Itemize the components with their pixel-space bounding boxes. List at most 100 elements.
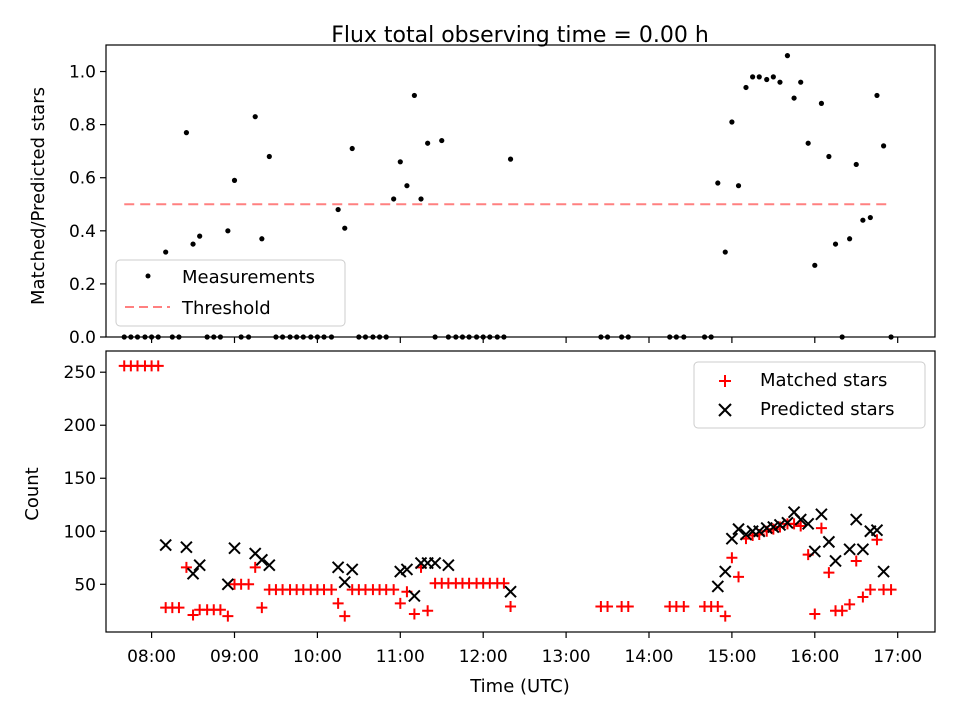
measurement-point — [155, 334, 161, 340]
count-points — [118, 360, 897, 622]
measurement-point — [287, 334, 293, 340]
measurement-point — [701, 334, 708, 340]
measurement-point — [362, 334, 369, 340]
measurement-point — [764, 76, 770, 83]
measurement-point — [300, 334, 306, 340]
matched-star-point — [332, 597, 344, 609]
top-y-tick-label: 0.2 — [69, 275, 96, 295]
predicted-star-point — [193, 558, 206, 572]
measurement-point — [142, 334, 148, 340]
matched-star-point — [885, 584, 897, 596]
matched-star-point — [180, 561, 192, 573]
bottom-x-tick-label: 08:00 — [127, 647, 176, 667]
bottom-x-tick-label: 11:00 — [376, 647, 425, 667]
measurement-point — [328, 334, 335, 340]
measurement-point — [494, 334, 500, 340]
legend-threshold-label: Threshold — [181, 298, 271, 319]
predicted-star-point — [442, 558, 455, 572]
top-y-ticks: 0.0 0.2 0.4 0.6 0.8 1.0 — [69, 63, 106, 348]
bottom-y-tick-label: 250 — [64, 363, 96, 383]
bottom-x-tick-label: 12:00 — [459, 647, 508, 667]
predicted-star-point — [504, 585, 517, 598]
predicted-star-point — [331, 561, 345, 574]
predicted-star-point — [767, 520, 780, 534]
measurement-point — [259, 236, 265, 242]
measurement-point — [204, 334, 210, 340]
predicted-star-point — [394, 565, 407, 578]
measurement-point — [598, 334, 604, 340]
matched-star-point — [864, 584, 876, 596]
measurement-point — [798, 79, 804, 85]
measurement-point — [342, 225, 348, 231]
measurement-point — [321, 334, 327, 340]
predicted-star-point — [159, 538, 172, 552]
measurement-point — [128, 334, 134, 340]
measurement-point — [681, 334, 687, 340]
matched-star-point — [733, 571, 745, 583]
bottom-x-tick-label: 09:00 — [210, 647, 259, 667]
matched-star-point — [836, 605, 848, 617]
bottom-x-tick-label: 10:00 — [293, 647, 342, 667]
predicted-star-point — [221, 578, 235, 591]
measurement-point — [501, 334, 507, 340]
predicted-star-point — [781, 516, 794, 529]
matched-star-point — [678, 601, 690, 613]
predicted-star-point — [773, 518, 787, 532]
matched-star-point — [505, 601, 517, 613]
legend-measurements-marker — [145, 273, 151, 279]
bottom-y-tick-label: 150 — [64, 469, 96, 489]
measurement-point — [308, 334, 314, 340]
predicted-star-point — [808, 545, 822, 558]
measurement-point — [183, 130, 190, 136]
top-y-axis-label: Matched/Predicted stars — [28, 87, 49, 305]
measurement-point — [777, 79, 783, 85]
measurement-point — [874, 92, 880, 99]
predicted-star-point — [719, 565, 732, 578]
measurement-point — [847, 236, 853, 242]
predicted-star-point — [877, 565, 890, 578]
predicted-star-point — [843, 543, 856, 556]
measurement-point — [121, 334, 127, 340]
measurement-point — [729, 119, 735, 125]
measurement-point — [418, 196, 424, 202]
measurement-point — [294, 334, 300, 340]
measurement-point — [805, 140, 811, 146]
measurement-point — [812, 262, 818, 268]
matched-star-point — [152, 360, 164, 372]
measurement-point — [190, 241, 196, 247]
matched-star-point — [795, 520, 807, 532]
legend-predicted-marker — [718, 403, 732, 417]
matched-star-point — [850, 555, 862, 567]
measurement-point — [619, 334, 625, 340]
top-y-tick-label: 0.0 — [69, 328, 96, 348]
measurement-point — [356, 334, 362, 340]
measurement-point — [314, 334, 320, 340]
bottom-legend: Matched stars Predicted stars — [693, 361, 926, 429]
measurement-point — [839, 334, 845, 340]
measurement-point — [867, 214, 873, 221]
measurement-point — [750, 74, 756, 80]
predicted-star-point — [794, 513, 807, 526]
matched-star-point — [256, 602, 268, 614]
predicted-star-point — [815, 508, 828, 521]
measurement-point — [197, 233, 203, 239]
measurement-point — [853, 161, 859, 168]
legend-measurements-label: Measurements — [182, 267, 315, 288]
measurement-point — [722, 249, 728, 255]
measurement-point — [163, 249, 169, 255]
measurement-point — [238, 334, 244, 340]
measurement-point — [860, 217, 866, 223]
bottom-y-axis-label: Count — [22, 467, 43, 520]
measurement-point — [473, 334, 480, 340]
bottom-y-ticks: 50 100 150 200 250 — [64, 363, 106, 595]
measurement-point — [404, 183, 410, 189]
measurement-point — [245, 334, 252, 340]
predicted-star-point — [850, 513, 863, 526]
measurement-point — [411, 92, 417, 99]
measurement-point — [376, 334, 383, 340]
measurement-point — [466, 334, 472, 340]
top-y-tick-label: 0.8 — [69, 116, 96, 136]
measurement-point — [453, 334, 459, 340]
bottom-legend-box — [693, 361, 926, 429]
